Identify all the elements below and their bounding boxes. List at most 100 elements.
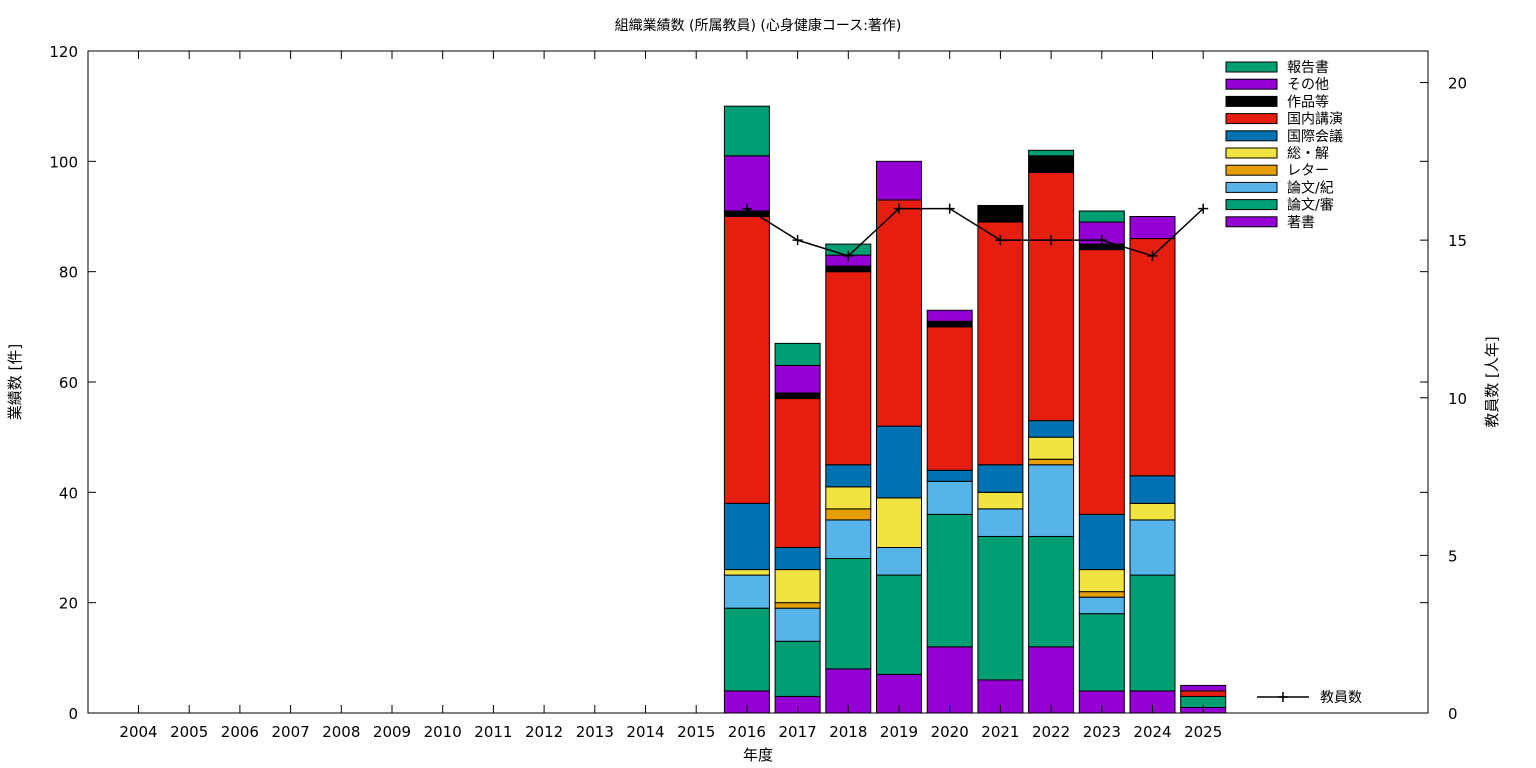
bar-2021-series-5: [977, 464, 1024, 493]
y-tick-label: 0: [68, 705, 78, 723]
bar-2021-series-2: [977, 508, 1024, 537]
bar-2023-series-6: [1078, 249, 1125, 515]
bar-2017-series-3: [774, 602, 821, 609]
bar-2023-series-2: [1078, 596, 1125, 615]
bar-2021-series-6: [977, 221, 1024, 466]
bar-2017-series-9: [774, 342, 821, 366]
y2-axis-label: 教員数 [人年]: [1483, 336, 1501, 427]
bar-2018-series-5: [825, 464, 872, 488]
staff-point-2: [843, 250, 854, 261]
bar-2023-series-1: [1078, 613, 1125, 692]
x-tick-label-2011: 2011: [474, 723, 512, 741]
x-tick-label-2014: 2014: [626, 723, 664, 741]
legend-label-3: 国内講演: [1287, 112, 1343, 128]
x-tick-label-2007: 2007: [272, 723, 310, 741]
bar-2024-series-4: [1129, 502, 1176, 521]
legend-line-marker: [1278, 692, 1288, 702]
bar-2022-series-0: [1028, 646, 1075, 714]
bar-2023-series-4: [1078, 569, 1125, 593]
x-tick-label-2015: 2015: [677, 723, 715, 741]
bar-2019-series-2: [876, 547, 922, 576]
y2-axis: 0 5 10 15 20: [1420, 75, 1467, 723]
bar-2024-series-8: [1129, 216, 1176, 240]
bar-2022-series-3: [1028, 458, 1075, 466]
bar-2024-series-6: [1129, 238, 1176, 477]
staff-point-6: [1046, 235, 1057, 246]
staff-point-8: [1147, 250, 1158, 261]
x-tick-label-2010: 2010: [424, 723, 462, 741]
bar-2019-series-6: [876, 199, 922, 427]
bar-2019-series-5: [876, 425, 922, 499]
bar-2020-series-8: [926, 309, 973, 322]
legend-label-2: 作品等: [1287, 93, 1329, 110]
bar-2022-series-9: [1028, 149, 1075, 157]
y-tick-label: 60: [59, 374, 78, 392]
bar-2022-series-6: [1028, 171, 1075, 422]
x-tick-label-2021: 2021: [981, 723, 1019, 741]
bar-2023-series-5: [1078, 513, 1125, 571]
bar-2019-series-1: [876, 574, 922, 675]
legend-swatch-4: [1225, 130, 1278, 142]
bar-2025-series-8: [1180, 684, 1227, 692]
x-tick-label-2018: 2018: [829, 723, 867, 741]
bar-2018-series-1: [825, 558, 872, 670]
x-tick-label-2017: 2017: [779, 723, 817, 741]
x-tick-label-2012: 2012: [525, 723, 563, 741]
bar-2016-series-1: [723, 607, 770, 692]
staff-point-4: [944, 203, 955, 214]
y2-tick-label: 0: [1448, 705, 1458, 723]
bar-2024-series-1: [1129, 574, 1176, 692]
bar-2017-series-1: [774, 640, 821, 697]
x-tick-label-2005: 2005: [170, 723, 208, 741]
legend-swatch-6: [1225, 164, 1278, 176]
legend-swatch-1: [1225, 78, 1278, 90]
staff-point-1: [792, 235, 803, 246]
bar-2016-series-9: [723, 105, 770, 157]
bar-2018-series-4: [825, 486, 872, 510]
x-tick-label-2016: 2016: [728, 723, 766, 741]
staff-point-9: [1198, 203, 1209, 214]
y-tick-label: 40: [59, 484, 78, 502]
bar-2020-series-6: [926, 326, 973, 471]
bar-2023-series-9: [1078, 210, 1125, 223]
bar-2023-series-3: [1078, 591, 1125, 598]
bar-2017-series-4: [774, 569, 821, 604]
bar-2016-series-2: [723, 574, 770, 609]
bar-2018-series-3: [825, 508, 872, 521]
bar-2017-series-5: [774, 547, 821, 571]
bar-2016-series-6: [723, 216, 770, 504]
legend-label-5: 総・解: [1287, 146, 1329, 162]
bar-2022-series-2: [1028, 464, 1075, 537]
x-tick-label-2020: 2020: [931, 723, 969, 741]
bar-2022-series-5: [1028, 420, 1075, 438]
legend-swatch-7: [1225, 181, 1278, 193]
staff-point-7: [1096, 235, 1107, 246]
bar-2021-series-4: [977, 491, 1024, 510]
legend-label-0: 報告書: [1287, 60, 1329, 76]
staff-line: [746, 207, 1204, 257]
chart-title: 組織業績数 (所属教員) (心身健康コース:著作): [615, 17, 902, 34]
staff-point-5: [995, 235, 1006, 246]
legend-swatch-5: [1225, 147, 1278, 159]
x-tick-label-2009: 2009: [373, 723, 411, 741]
bar-2016-series-8: [723, 155, 770, 212]
x-tick-label-2024: 2024: [1133, 723, 1171, 741]
legend-swatch-3: [1225, 113, 1278, 125]
bar-2022-series-1: [1028, 535, 1075, 648]
staff-point-0: [741, 203, 752, 214]
bar-2018-series-2: [825, 519, 872, 560]
bar-2024-series-5: [1129, 475, 1176, 504]
bar-2019-series-4: [876, 497, 922, 549]
bar-2020-series-7: [926, 320, 973, 328]
bar-2016-series-4: [723, 569, 770, 576]
bar-2021-series-1: [977, 535, 1024, 681]
y-tick-label: 100: [49, 153, 78, 171]
x-tick-label-2008: 2008: [322, 723, 360, 741]
bar-2019-series-8: [876, 160, 922, 201]
legend-label-1: その他: [1287, 77, 1329, 93]
y2-tick-label: 10: [1448, 390, 1467, 408]
y2-tick-label: 5: [1448, 547, 1458, 565]
bar-2016-series-5: [723, 502, 770, 571]
